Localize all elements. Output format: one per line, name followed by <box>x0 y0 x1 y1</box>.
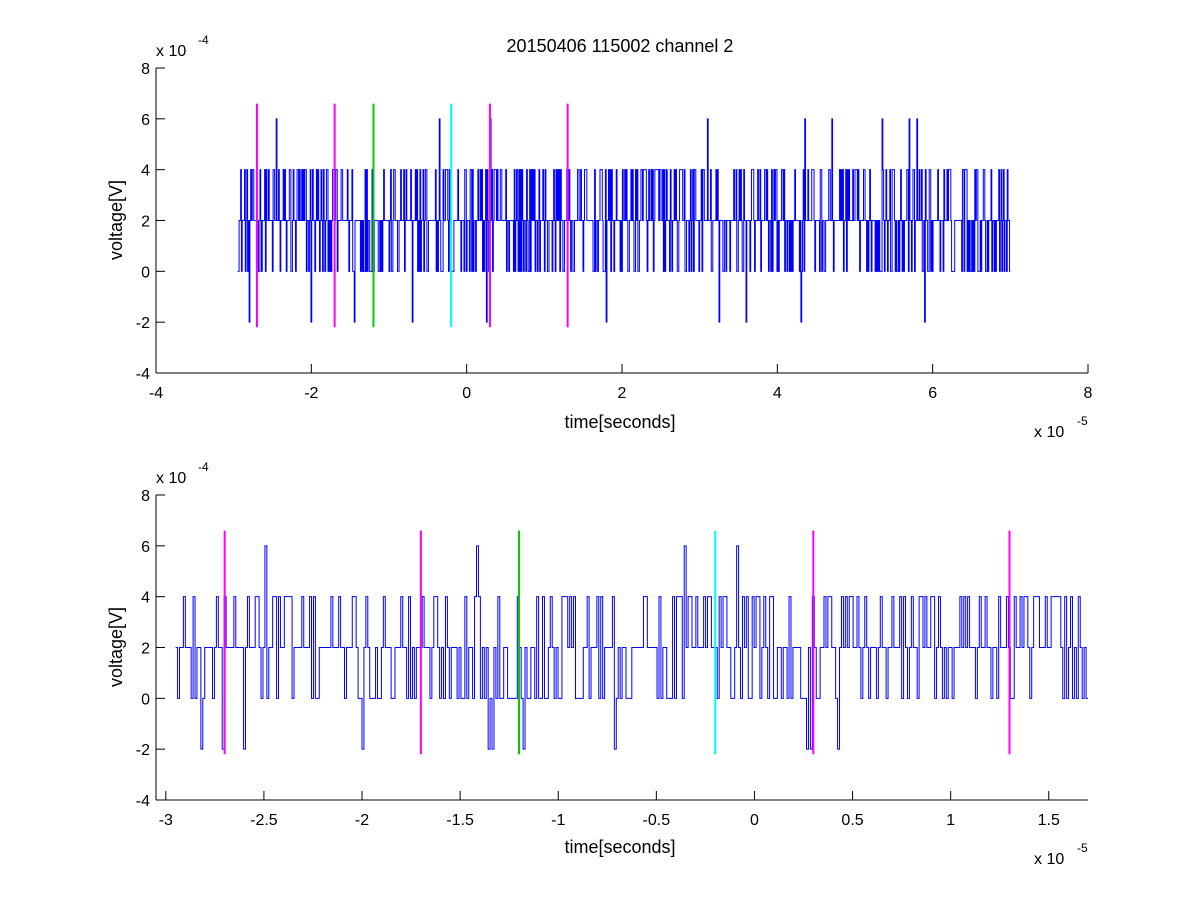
bottom-y-tick-label: 4 <box>141 590 150 607</box>
top-x-tick-label: 0 <box>462 385 471 402</box>
bottom-x-axis-label: time[seconds] <box>564 837 675 857</box>
bottom-y-multiplier-base: x 10 <box>156 470 186 487</box>
top-x-axis-label: time[seconds] <box>564 412 675 432</box>
bottom-x-tick-label: -1 <box>551 812 565 829</box>
top-y-axis-label: voltage[V] <box>106 180 126 260</box>
top-y-tick-label: 4 <box>141 163 150 180</box>
top-signal-path <box>237 118 1011 323</box>
bottom-y-multiplier: x 10 -4 <box>156 460 209 487</box>
top-x-tick-label: 4 <box>773 385 782 402</box>
bottom-axes: -3 -2.5 -2 -1.5 -1 -0.5 0 0.5 1 1.5 -4 -2 0 2 4 6 8 <box>136 488 1088 829</box>
bottom-x-tick-label: -1.5 <box>446 812 474 829</box>
top-x-tick-label: 8 <box>1084 385 1093 402</box>
bottom-y-tick-label: -2 <box>136 742 150 759</box>
bottom-signal-trace <box>175 545 1088 750</box>
bottom-y-tick-label: 2 <box>141 641 150 658</box>
top-signal-trace <box>237 118 1011 323</box>
bottom-panel: -3 -2.5 -2 -1.5 -1 -0.5 0 0.5 1 1.5 -4 -2 0 2 4 6 8 time… <box>106 460 1088 868</box>
bottom-y-axis-label: voltage[V] <box>106 607 126 687</box>
bottom-x-tick-label: -3 <box>159 812 173 829</box>
top-x-multiplier-exponent: -5 <box>1077 414 1088 428</box>
bottom-y-multiplier-exponent: -4 <box>198 460 209 474</box>
top-x-tick-label: -4 <box>149 385 163 402</box>
top-y-tick-label: 0 <box>141 264 150 281</box>
top-x-multiplier-base: x 10 <box>1034 424 1064 441</box>
top-y-tick-label: 8 <box>141 61 150 78</box>
bottom-y-tick-label: 0 <box>141 691 150 708</box>
top-y-tick-label: -2 <box>136 315 150 332</box>
bottom-event-markers <box>223 530 1011 755</box>
bottom-x-multiplier-base: x 10 <box>1034 851 1064 868</box>
bottom-signal-path <box>175 545 1088 750</box>
top-x-tick-label: 6 <box>928 385 937 402</box>
bottom-x-multiplier: x 10 -5 <box>1034 841 1088 868</box>
top-y-tick-label: -4 <box>136 366 150 383</box>
bottom-y-tick-label: 6 <box>141 539 150 556</box>
bottom-x-tick-label: 0.5 <box>841 812 863 829</box>
top-panel: -4 -2 0 2 4 6 8 -4 -2 0 2 4 6 8 time[seconds] voltage… <box>106 33 1093 441</box>
bottom-x-tick-label: -2.5 <box>250 812 278 829</box>
top-y-multiplier: x 10 -4 <box>156 33 209 60</box>
top-x-tick-label: -2 <box>304 385 318 402</box>
bottom-x-tick-label: -0.5 <box>643 812 671 829</box>
top-y-multiplier-base: x 10 <box>156 43 186 60</box>
bottom-x-tick-label: 0 <box>750 812 759 829</box>
bottom-x-multiplier-exponent: -5 <box>1077 841 1088 855</box>
top-event-markers <box>255 103 569 328</box>
bottom-y-tick-label: 8 <box>141 488 150 505</box>
top-y-tick-label: 6 <box>141 112 150 129</box>
top-y-tick-label: 2 <box>141 214 150 231</box>
top-y-multiplier-exponent: -4 <box>198 33 209 47</box>
figure-title: 20150406 115002 channel 2 <box>507 36 734 56</box>
bottom-x-tick-label: 1.5 <box>1038 812 1060 829</box>
top-x-tick-label: 2 <box>618 385 627 402</box>
top-axes: -4 -2 0 2 4 6 8 -4 -2 0 2 4 6 8 <box>136 61 1093 402</box>
bottom-x-tick-label: -2 <box>355 812 369 829</box>
bottom-y-tick-label: -4 <box>136 793 150 810</box>
top-x-multiplier: x 10 -5 <box>1034 414 1088 441</box>
bottom-x-tick-label: 1 <box>946 812 955 829</box>
